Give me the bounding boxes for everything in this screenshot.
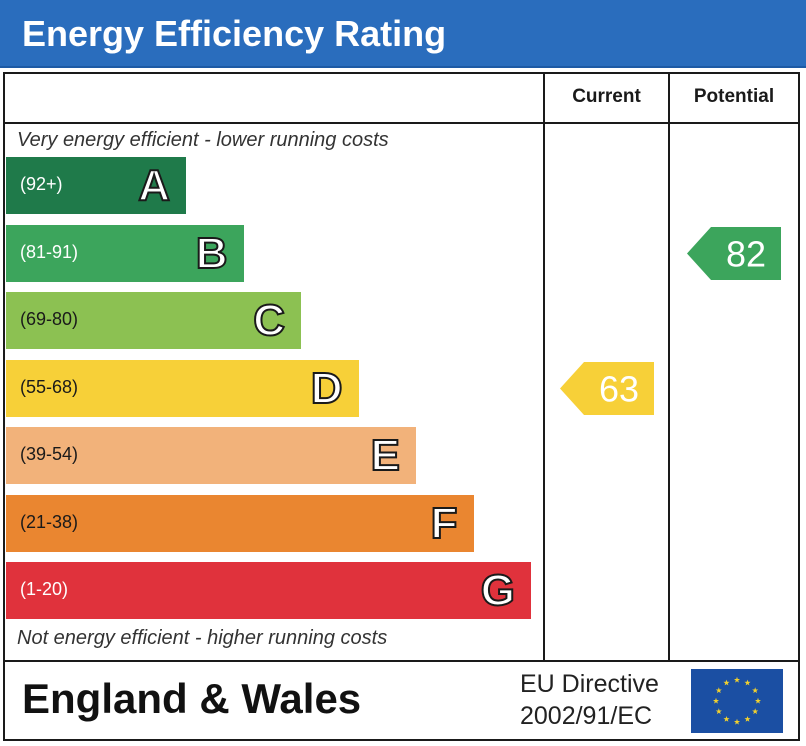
band-letter: G bbox=[480, 566, 516, 616]
flag-star bbox=[723, 679, 730, 686]
band-range-label: (55-68) bbox=[20, 376, 79, 397]
band-range-label: (81-91) bbox=[20, 241, 79, 262]
directive-line-2: 2002/91/EC bbox=[520, 702, 653, 730]
flag-star bbox=[752, 687, 759, 694]
band-a: (92+) A bbox=[6, 157, 186, 214]
potential-arrow-shape bbox=[687, 226, 781, 280]
band-range-label: (21-38) bbox=[20, 511, 79, 532]
potential-rating-arrow: 82 bbox=[687, 226, 781, 280]
flag-star bbox=[733, 718, 741, 725]
flag-star bbox=[754, 697, 762, 704]
chart-title: Energy Efficiency Rating bbox=[22, 13, 447, 54]
current-arrow-shape bbox=[559, 361, 654, 415]
band-e: (39-54) E bbox=[6, 427, 416, 484]
band-g: (1-20) G bbox=[6, 562, 531, 619]
band-letter: A bbox=[137, 161, 171, 211]
band-range-label: (69-80) bbox=[20, 309, 79, 329]
flag-star bbox=[744, 715, 751, 722]
band-range-label: (1-20) bbox=[20, 579, 69, 599]
top-caption: Very energy efficient - lower running co… bbox=[17, 129, 389, 151]
band-letter: C bbox=[252, 296, 286, 346]
flag-star bbox=[712, 697, 720, 704]
band-d: (55-68) D bbox=[6, 359, 359, 417]
band-letter: F bbox=[430, 498, 459, 548]
band-b: (81-91) B bbox=[6, 224, 244, 282]
band-range-label: (39-54) bbox=[20, 444, 79, 464]
current-column-header: Current bbox=[572, 86, 641, 107]
band-f: (21-38) F bbox=[6, 494, 474, 552]
header-divider bbox=[3, 122, 800, 124]
potential-rating-value: 82 bbox=[726, 233, 766, 274]
potential-column-divider bbox=[668, 72, 670, 662]
band-range-label: (92+) bbox=[20, 174, 63, 194]
band-letter: E bbox=[370, 431, 401, 481]
flag-star bbox=[715, 687, 722, 694]
flag-star bbox=[733, 676, 741, 683]
flag-star bbox=[744, 679, 751, 686]
current-column-divider bbox=[543, 72, 545, 662]
flag-star bbox=[723, 715, 730, 722]
potential-column-header: Potential bbox=[693, 86, 775, 107]
directive-line-1: EU Directive bbox=[520, 670, 659, 698]
current-rating-arrow: 63 bbox=[559, 361, 654, 415]
title-bar: Energy Efficiency Rating bbox=[0, 0, 806, 68]
band-letter: B bbox=[195, 228, 229, 278]
flag-star bbox=[752, 708, 759, 715]
current-rating-value: 63 bbox=[598, 368, 638, 409]
bottom-caption: Not energy efficient - higher running co… bbox=[17, 627, 388, 649]
footer-divider bbox=[3, 660, 800, 662]
band-c: (69-80) C bbox=[6, 292, 301, 349]
band-letter: D bbox=[310, 363, 344, 413]
region-label: England & Wales bbox=[22, 675, 362, 722]
eu-flag-icon bbox=[691, 669, 783, 733]
rating-frame bbox=[3, 72, 800, 741]
flag-star bbox=[715, 708, 722, 715]
